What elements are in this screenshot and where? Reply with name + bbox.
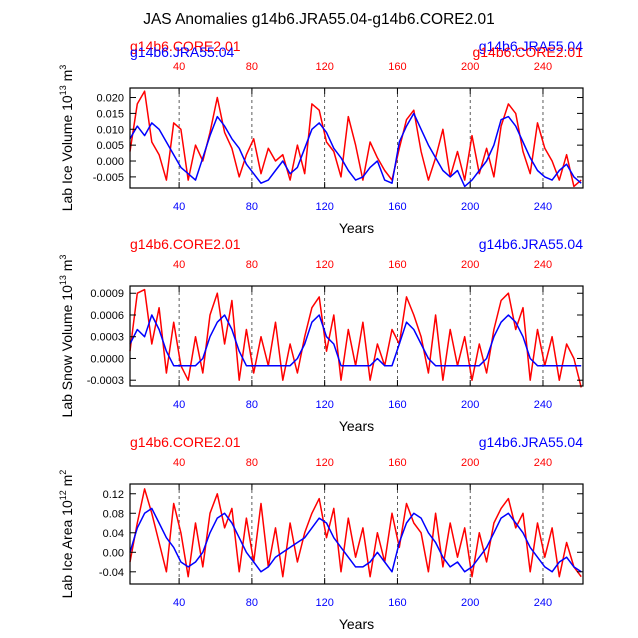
plot-frame	[129, 87, 584, 189]
x-axis-label: Years	[339, 220, 374, 236]
y-tick-label: 0.00	[103, 547, 124, 559]
x-tick-label-top: 160	[388, 61, 406, 73]
x-tick-label-top: 240	[534, 457, 552, 469]
x-tick-label-top: 160	[388, 259, 406, 271]
x-tick-label-top: 40	[173, 457, 185, 469]
figure-title: JAS Anomalies g14b6.JRA55.04-g14b6.CORE2…	[143, 11, 495, 28]
x-tick-label-top: 200	[461, 259, 479, 271]
y-tick-label: 0.08	[103, 508, 124, 520]
x-tick-label-top: 80	[246, 259, 258, 271]
x-tick-label-top: 80	[246, 457, 258, 469]
x-tick-label-top: 120	[315, 259, 333, 271]
y-tick-label: 0.0009	[90, 288, 124, 300]
series-label-jra55: g14b6.JRA55.04	[479, 434, 584, 450]
y-tick-label: -0.0003	[87, 375, 124, 387]
x-tick-label-bottom: 200	[461, 597, 479, 609]
series-label-core2-overlap: g14b6.CORE2.01	[472, 44, 583, 60]
x-tick-label-top: 240	[534, 259, 552, 271]
x-tick-label-top: 200	[461, 457, 479, 469]
x-tick-label-top: 160	[388, 457, 406, 469]
x-tick-label-top: 120	[315, 457, 333, 469]
x-tick-label-top: 240	[534, 61, 552, 73]
x-tick-label-bottom: 80	[246, 597, 258, 609]
y-tick-label: 0.0003	[90, 332, 124, 344]
x-axis-label: Years	[339, 418, 374, 434]
x-tick-label-bottom: 40	[173, 597, 185, 609]
x-tick-label-bottom: 200	[461, 201, 479, 213]
series-label-core2: g14b6.CORE2.01	[130, 38, 241, 54]
x-tick-label-bottom: 80	[246, 399, 258, 411]
x-tick-label-bottom: 160	[388, 597, 406, 609]
y-tick-label: 0.000	[96, 156, 124, 168]
panel-1: -0.005 0.000 0.005 0.010 0.015 0.020 40 40 80 80 1…	[58, 38, 584, 236]
x-tick-label-top: 40	[173, 259, 185, 271]
x-tick-label-bottom: 160	[388, 201, 406, 213]
x-tick-label-bottom: 120	[315, 399, 333, 411]
y-tick-label: 0.0000	[90, 353, 124, 365]
panels: -0.005 0.000 0.005 0.010 0.015 0.020 40 40 80 80 1…	[58, 38, 584, 632]
series-label-jra55-overlap: g14b6.JRA55.04	[130, 44, 235, 60]
y-axis-label: Lab Ice Area 1012 m2	[58, 470, 75, 599]
x-tick-label-top: 40	[173, 61, 185, 73]
x-tick-label-bottom: 160	[388, 399, 406, 411]
y-axis-label: Lab Snow Volume 1013 m3	[58, 255, 75, 418]
series-label-core2: g14b6.CORE2.01	[130, 236, 241, 252]
x-tick-label-bottom: 120	[315, 597, 333, 609]
y-tick-label: -0.005	[93, 172, 124, 184]
y-axis-label: Lab Ice Volume 1013 m3	[58, 65, 75, 212]
x-tick-label-bottom: 40	[173, 201, 185, 213]
x-tick-label-bottom: 80	[246, 201, 258, 213]
series-line-jra55	[129, 314, 582, 367]
series-line-core2	[129, 488, 582, 578]
y-tick-label: -0.04	[99, 567, 124, 579]
series-label-core2: g14b6.CORE2.01	[130, 434, 241, 450]
y-tick-label: 0.005	[96, 140, 124, 152]
plot-frame	[129, 483, 584, 585]
x-tick-label-bottom: 120	[315, 201, 333, 213]
series-label-jra55: g14b6.JRA55.04	[479, 236, 584, 252]
x-axis-label: Years	[339, 616, 374, 632]
x-tick-label-bottom: 200	[461, 399, 479, 411]
x-tick-label-top: 200	[461, 61, 479, 73]
plot-frame	[129, 285, 584, 387]
x-tick-label-bottom: 240	[534, 399, 552, 411]
y-tick-label: 0.04	[103, 528, 124, 540]
series-line-jra55	[129, 112, 582, 188]
panel-3: -0.04 0.00 0.04 0.08 0.12 40 40 80 80 120 120 160 16…	[58, 434, 584, 632]
y-tick-label: 0.015	[96, 108, 124, 120]
series-label-jra55: g14b6.JRA55.04	[479, 38, 584, 54]
panel-2: -0.0003 0.0000 0.0003 0.0006 0.0009 40 40 80 80 1…	[58, 236, 584, 434]
y-tick-label: 0.020	[96, 93, 124, 105]
x-tick-label-top: 120	[315, 61, 333, 73]
x-tick-label-bottom: 240	[534, 597, 552, 609]
y-tick-label: 0.0006	[90, 310, 124, 322]
y-tick-label: 0.12	[103, 489, 124, 501]
series-line-jra55	[129, 507, 582, 573]
x-tick-label-top: 80	[246, 61, 258, 73]
y-tick-label: 0.010	[96, 124, 124, 136]
x-tick-label-bottom: 240	[534, 201, 552, 213]
x-tick-label-bottom: 40	[173, 399, 185, 411]
